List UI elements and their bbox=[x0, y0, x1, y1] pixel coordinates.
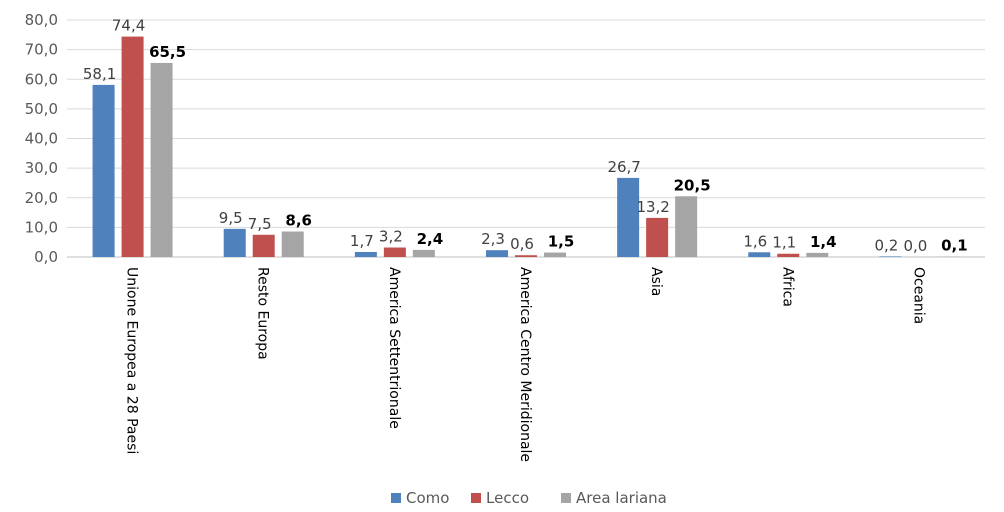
data-label: 2,4 bbox=[417, 230, 444, 248]
data-label: 1,1 bbox=[772, 234, 796, 252]
category-label: Resto Europa bbox=[255, 267, 271, 360]
data-label: 1,5 bbox=[548, 233, 575, 251]
bar-lecco bbox=[515, 255, 537, 257]
y-tick-label: 40,0 bbox=[25, 130, 58, 148]
category-label: America Settentrionale bbox=[386, 267, 402, 429]
y-tick-label: 80,0 bbox=[25, 11, 58, 29]
bar-como bbox=[748, 252, 771, 257]
category-label: America Centro Meridionale bbox=[517, 267, 533, 462]
y-tick-label: 0,0 bbox=[34, 248, 58, 266]
data-label: 0,1 bbox=[941, 237, 968, 255]
y-axis-ticks: 0,0 10,0 20,0 30,0 40,0 50,0 60,0 70,0 80,0 bbox=[25, 11, 58, 266]
bar-como bbox=[486, 250, 508, 257]
y-tick-label: 70,0 bbox=[25, 41, 58, 59]
data-label: 7,5 bbox=[248, 215, 272, 233]
data-label: 58,1 bbox=[83, 65, 116, 83]
category-labels: Unione Europea a 28 Paesi Resto Europa Ame… bbox=[124, 267, 927, 462]
y-tick-label: 30,0 bbox=[25, 159, 58, 177]
data-label: 1,6 bbox=[743, 232, 767, 250]
category-label: Unione Europea a 28 Paesi bbox=[124, 267, 140, 454]
category-label: Africa bbox=[779, 267, 795, 307]
bar-lecco bbox=[646, 217, 669, 257]
data-label: 3,2 bbox=[379, 228, 403, 246]
legend-label: Como bbox=[406, 489, 449, 507]
bar-como bbox=[879, 256, 902, 257]
bar-como bbox=[354, 251, 377, 257]
data-labels: 58,1 74,465,5 9,5 7,5 8,6 1,7 3,2 2,4 2,3 0,6 1,5 2… bbox=[83, 17, 968, 255]
bar-area-lariana bbox=[150, 62, 173, 257]
legend-label: Area lariana bbox=[576, 489, 667, 507]
category-label: Oceania bbox=[910, 267, 926, 324]
bar-area-lariana bbox=[544, 252, 566, 257]
bar-lecco bbox=[777, 253, 800, 257]
y-tick-label: 20,0 bbox=[25, 189, 58, 207]
data-label: 8,6 bbox=[285, 212, 312, 230]
bar-como bbox=[617, 177, 640, 257]
bar-lecco bbox=[121, 36, 144, 258]
data-label: 0,0 bbox=[903, 237, 927, 255]
legend-swatch bbox=[471, 493, 481, 503]
data-label: 1,7 bbox=[350, 232, 374, 250]
legend-swatch bbox=[561, 493, 571, 503]
bar-area-lariana bbox=[412, 249, 435, 257]
data-label: 26,7 bbox=[607, 158, 640, 176]
data-label: 74,4 bbox=[112, 17, 145, 35]
data-label: 2,3 bbox=[481, 230, 505, 248]
data-label: 0,6 bbox=[510, 235, 534, 253]
bar-lecco bbox=[252, 234, 275, 257]
data-label: 13,2 bbox=[636, 198, 669, 216]
bar-lecco bbox=[383, 247, 406, 257]
y-tick-label: 10,0 bbox=[25, 218, 58, 236]
bar-como bbox=[92, 84, 115, 257]
bar-area-lariana bbox=[806, 252, 829, 257]
category-label: Asia bbox=[648, 267, 664, 296]
data-label: 0,2 bbox=[874, 236, 898, 254]
bar-area-lariana bbox=[281, 231, 304, 257]
y-tick-label: 60,0 bbox=[25, 70, 58, 88]
bar-area-lariana bbox=[675, 196, 698, 257]
legend-label: Lecco bbox=[486, 489, 529, 507]
data-label: 65,5 bbox=[149, 43, 186, 61]
bar-como bbox=[223, 228, 246, 257]
legend-swatch bbox=[391, 493, 401, 503]
bars bbox=[92, 36, 960, 258]
legend: Como Lecco Area lariana bbox=[391, 489, 667, 507]
data-label: 1,4 bbox=[810, 233, 837, 251]
y-tick-label: 50,0 bbox=[25, 100, 58, 118]
gridlines bbox=[67, 19, 985, 258]
data-label: 9,5 bbox=[219, 209, 243, 227]
data-label: 20,5 bbox=[674, 176, 711, 194]
